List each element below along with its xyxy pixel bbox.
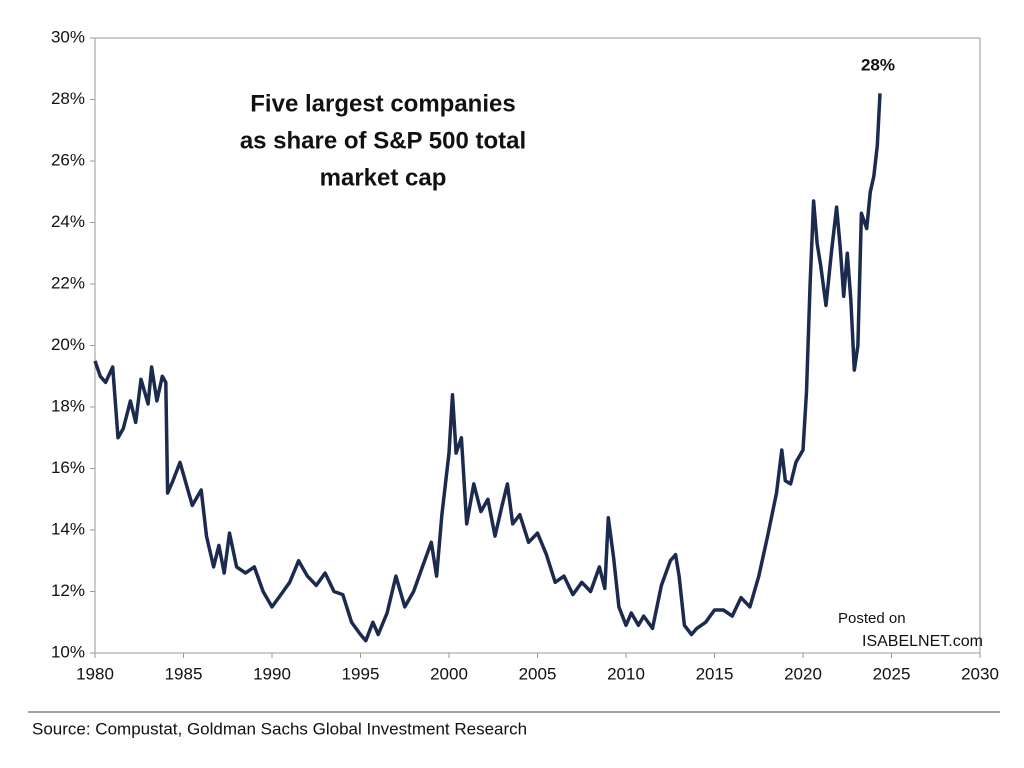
- y-tick-label: 12%: [51, 581, 85, 600]
- chart-title: market cap: [320, 164, 447, 191]
- y-tick-label: 26%: [51, 150, 85, 169]
- x-tick-label: 1980: [76, 664, 114, 683]
- value-label: 28%: [861, 55, 895, 74]
- x-tick-label: 2015: [696, 664, 734, 683]
- source: Source: Compustat, Goldman Sachs Global …: [32, 719, 527, 738]
- x-tick-label: 2020: [784, 664, 822, 683]
- y-tick-label: 22%: [51, 273, 85, 292]
- y-tick-label: 18%: [51, 396, 85, 415]
- y-tick-label: 28%: [51, 89, 85, 108]
- y-tick-label: 24%: [51, 212, 85, 231]
- x-tick-label: 2010: [607, 664, 645, 683]
- y-tick-label: 30%: [51, 27, 85, 46]
- y-tick-label: 20%: [51, 335, 85, 354]
- watermark: Posted on: [838, 610, 906, 627]
- x-tick-label: 1995: [342, 664, 380, 683]
- chart-title: Five largest companies: [250, 90, 515, 117]
- x-tick-label: 1985: [165, 664, 203, 683]
- x-tick-label: 2000: [430, 664, 468, 683]
- y-tick-label: 14%: [51, 519, 85, 538]
- y-tick-label: 16%: [51, 458, 85, 477]
- watermark: ISABELNET.com: [862, 633, 983, 650]
- plot-frame: [94, 37, 981, 654]
- data-line: [93, 93, 882, 643]
- y-tick-label: 10%: [51, 642, 85, 661]
- x-tick-label: 2030: [961, 664, 999, 683]
- chart-title: as share of S&P 500 total: [240, 127, 526, 154]
- x-tick-label: 2005: [519, 664, 557, 683]
- x-tick-label: 2025: [873, 664, 911, 683]
- x-tick-label: 1990: [253, 664, 291, 683]
